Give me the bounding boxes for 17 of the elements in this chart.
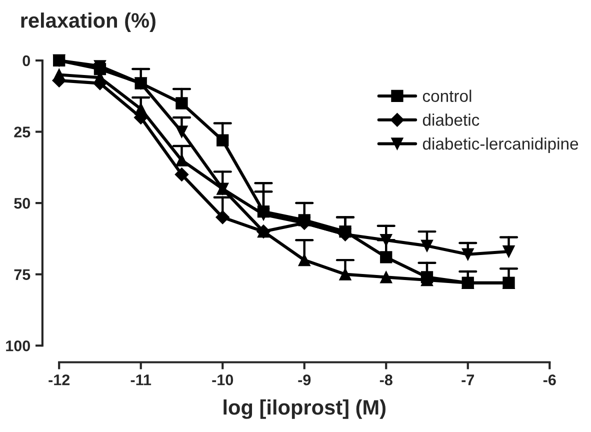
y-tick-label: 50 bbox=[14, 198, 30, 209]
x-axis-title: log [iloprost] (M) bbox=[224, 399, 386, 419]
legend-label: diabetic bbox=[422, 114, 480, 126]
y-tick-label: 25 bbox=[14, 126, 30, 138]
y-tick-label: 100 bbox=[6, 340, 30, 352]
y-tick-label: 0 bbox=[22, 55, 30, 66]
legend-label: control bbox=[422, 90, 472, 102]
x-tick-label: -10 bbox=[212, 374, 234, 386]
y-tick-label: 75 bbox=[14, 269, 30, 280]
x-tick-label: -11 bbox=[130, 374, 152, 386]
x-tick-label: -6 bbox=[543, 374, 556, 386]
legend-label: diabetic-lercanidipine bbox=[422, 137, 578, 154]
y-axis-title: relaxation (%) bbox=[21, 12, 156, 32]
x-tick-label: -8 bbox=[380, 374, 392, 386]
x-tick-label: -9 bbox=[298, 374, 311, 386]
x-tick-label: -12 bbox=[48, 374, 70, 386]
x-tick-label: -7 bbox=[462, 374, 474, 386]
